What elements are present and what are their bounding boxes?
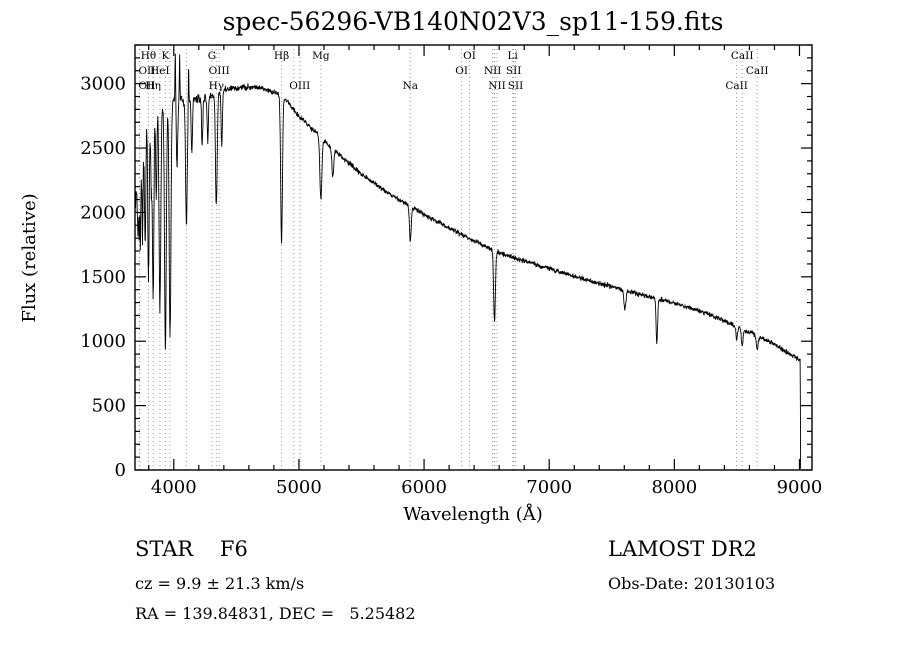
spectral-line-label: Hβ	[274, 50, 289, 62]
x-tick-label: 4000	[151, 477, 197, 498]
spectral-line-label: SII	[508, 80, 524, 92]
spectral-line-label: SII	[506, 65, 522, 77]
x-tick-label: 9000	[777, 477, 823, 498]
spectral-line-label: NII	[484, 65, 501, 77]
axis-ticks	[135, 44, 812, 471]
spectral-line-label: OII	[138, 65, 155, 77]
y-tick-label: 2500	[80, 138, 126, 159]
axis-tick-labels: 4000 5000 6000 7000 8000 9000 0 500 1000 1500 2000…	[80, 74, 822, 498]
y-tick-label: 1500	[80, 267, 126, 288]
y-axis-label: Flux (relative)	[19, 193, 40, 322]
survey-text: LAMOST DR2	[608, 537, 757, 561]
x-tick-label: 7000	[526, 477, 572, 498]
spectral-line-label: NII	[488, 80, 505, 92]
spectral-line-label: OI	[463, 50, 476, 62]
y-tick-label: 3000	[80, 74, 126, 95]
cz-text: cz = 9.9 ± 21.3 km/s	[135, 574, 304, 593]
spectral-line-label: CaII	[725, 80, 748, 92]
spectral-line-label: HeI	[150, 65, 170, 77]
spectral-line-label: Hθ	[141, 50, 156, 62]
x-tick-label: 5000	[276, 477, 322, 498]
spectral-line-label: CaII	[731, 50, 754, 62]
spectral-line-label: OI	[455, 65, 468, 77]
spectral-line-label: Hη	[145, 80, 160, 92]
spectral-line-label: G	[208, 50, 216, 62]
plot-title: spec-56296-VB140N02V3_sp11-159.fits	[223, 7, 724, 36]
obs-date-text: Obs-Date: 20130103	[608, 574, 775, 593]
y-tick-label: 500	[92, 396, 126, 417]
y-tick-label: 1000	[80, 331, 126, 352]
spectrum-trace	[135, 53, 802, 469]
spectral-line-label: Mg	[312, 50, 330, 62]
spectral-line-label: OIII	[209, 65, 230, 77]
spectral-line-label: K	[161, 50, 169, 62]
plot-frame	[134, 44, 813, 471]
spectral-line-label: CaII	[746, 65, 769, 77]
spectral-line-markers	[138, 45, 758, 470]
spectral-line-label: Na	[403, 80, 418, 92]
x-tick-label: 6000	[401, 477, 447, 498]
spectral-line-label: OII	[138, 80, 155, 92]
x-tick-label: 8000	[651, 477, 697, 498]
x-axis-label: Wavelength (Å)	[403, 503, 543, 525]
coords-text: RA = 139.84831, DEC = 5.25482	[135, 604, 416, 623]
y-tick-label: 2000	[80, 202, 126, 223]
classification-text: STAR F6	[135, 537, 248, 561]
spectral-line-label: OIII	[289, 80, 310, 92]
spectral-line-label: Li	[507, 50, 518, 62]
spectral-line-label: Hγ	[209, 80, 224, 92]
y-tick-label: 0	[115, 460, 126, 481]
